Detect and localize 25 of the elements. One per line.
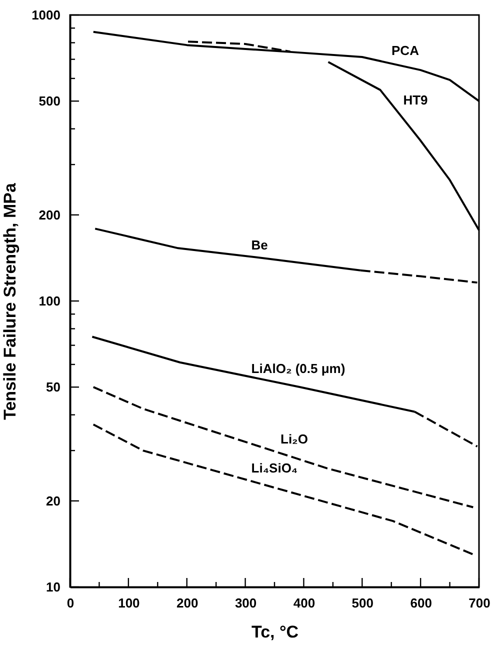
y-tick-label: 100	[38, 294, 60, 308]
x-tick-label: 100	[118, 596, 140, 610]
annotation: HT9	[403, 92, 428, 108]
y-tick-label: 50	[46, 380, 60, 395]
x-tick-label: 400	[293, 596, 316, 610]
y-tick-label: 1000	[32, 8, 60, 22]
annotation: Li₂O	[280, 432, 308, 447]
y-tick-label: 20	[46, 493, 60, 508]
x-tick-label: 300	[234, 596, 257, 610]
annotation: Li₄SiO₄	[251, 460, 298, 476]
y-tick-label: 500	[38, 94, 60, 109]
x-tick-label: 0	[66, 596, 74, 610]
line-series	[92, 423, 474, 556]
x-axis-title: Tc, °C	[251, 622, 299, 642]
y-tick-label: 10	[46, 580, 60, 594]
x-tick-label: 200	[176, 596, 198, 610]
annotation: PCA	[392, 43, 420, 58]
y-axis-title: Tensile Failure Strength, MPa	[0, 182, 20, 420]
x-tick-label: 600	[410, 596, 432, 610]
x-tick-label: 500	[352, 596, 374, 610]
annotation: Be	[251, 238, 268, 253]
y-tick-label: 200	[38, 207, 60, 222]
x-tick-label: 700	[468, 596, 490, 610]
annotation: LiAlO₂ (0.5 μm)	[251, 360, 346, 376]
line-series	[92, 386, 474, 508]
